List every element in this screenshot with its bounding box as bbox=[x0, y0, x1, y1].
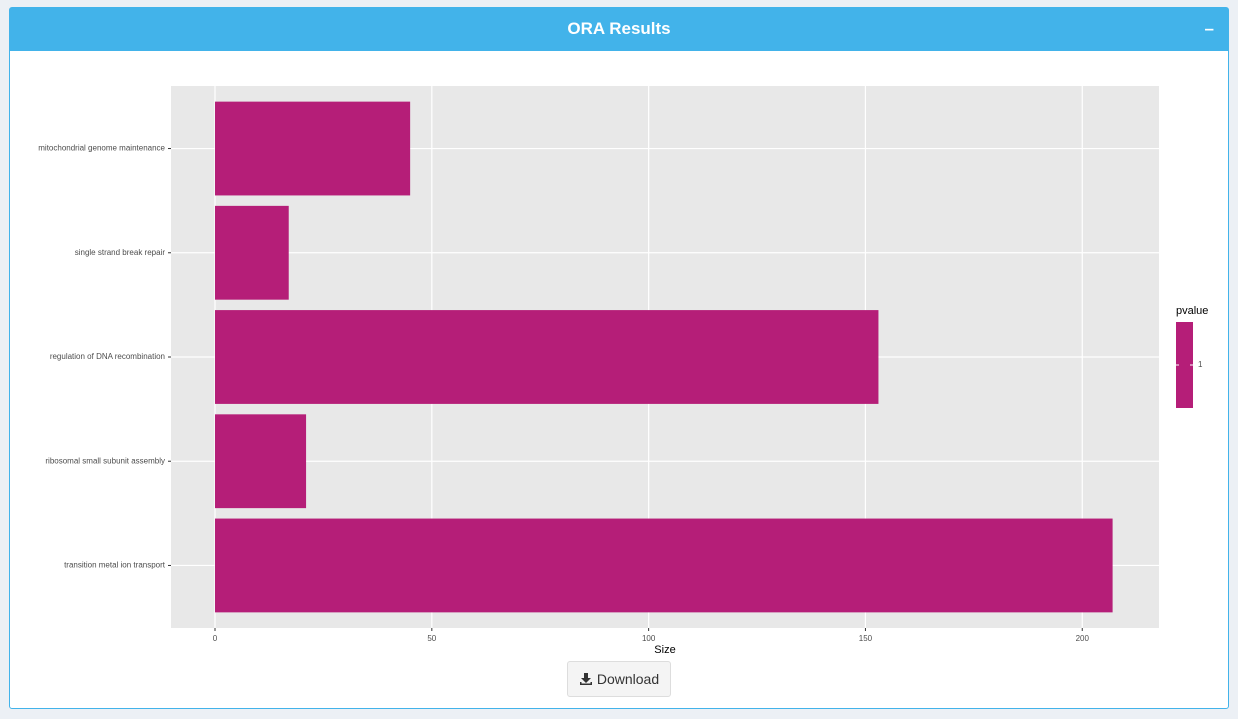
legend-title: pvalue bbox=[1176, 305, 1208, 317]
chart: 0 50 100 150 200 mitochondrial genome mainten… bbox=[38, 86, 1208, 655]
x-axis-label: Size bbox=[654, 644, 675, 655]
x-tick-label: 0 bbox=[213, 634, 218, 643]
bar bbox=[215, 414, 307, 509]
y-tick-label: regulation of DNA recombination bbox=[50, 352, 165, 361]
legend-tick-label: 1 bbox=[1198, 360, 1203, 369]
download-button[interactable]: Download bbox=[567, 661, 671, 697]
x-tick-label: 150 bbox=[859, 634, 873, 643]
bar bbox=[215, 518, 1113, 613]
x-tick-label: 50 bbox=[427, 634, 436, 643]
legend-colorbar bbox=[1176, 322, 1193, 408]
bar bbox=[215, 205, 289, 300]
download-label: Download bbox=[596, 671, 660, 687]
collapse-button[interactable]: – bbox=[1204, 19, 1214, 38]
bar bbox=[215, 310, 879, 404]
download-icon bbox=[579, 673, 592, 685]
box-title: ORA Results bbox=[567, 19, 671, 38]
y-tick-label: transition metal ion transport bbox=[64, 561, 166, 570]
y-tick-label: single strand break repair bbox=[75, 248, 166, 257]
x-tick-label: 200 bbox=[1076, 634, 1090, 643]
bar bbox=[215, 101, 411, 196]
y-tick-label: ribosomal small subunit assembly bbox=[45, 456, 165, 465]
x-tick-label: 100 bbox=[642, 634, 656, 643]
box-header: ORA Results – bbox=[10, 8, 1228, 51]
y-tick-label: mitochondrial genome maintenance bbox=[38, 144, 165, 153]
